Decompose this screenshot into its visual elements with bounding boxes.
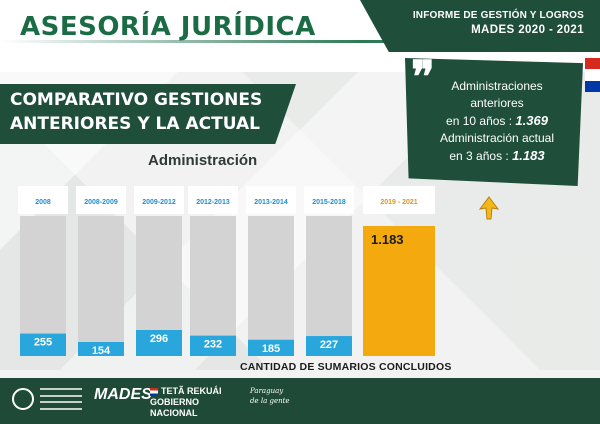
- mades-logo: MADES: [94, 386, 152, 403]
- current-total-value: 1.183: [512, 148, 545, 163]
- bar-value-label: 185: [262, 343, 280, 355]
- category-header-card: [304, 186, 354, 214]
- header-band: [360, 0, 600, 52]
- footer: [0, 378, 600, 424]
- arrow-up-icon: [478, 196, 500, 220]
- callout-line1: Administraciones: [451, 79, 543, 93]
- bar: [78, 342, 124, 356]
- bar-value-label: 154: [92, 345, 111, 357]
- bar-track: [78, 216, 124, 356]
- slogan-line2: de la gente: [250, 397, 290, 405]
- paraguay-flag-icon: [585, 58, 600, 92]
- section-heading-line1: COMPARATIVO GESTIONES: [10, 90, 263, 110]
- category-label: 2015-2018: [312, 199, 346, 206]
- header-stripe: [0, 40, 600, 43]
- bar-value-label: 1.183: [371, 232, 404, 247]
- bar-track: [190, 216, 236, 356]
- flag-mark-icon: [150, 387, 158, 396]
- section-heading-box: [0, 84, 296, 144]
- bar-current: [363, 226, 435, 356]
- bar: [248, 339, 294, 356]
- govt-line1-text: TETÃ REKUÁI: [161, 386, 222, 396]
- bar: [136, 330, 182, 356]
- callout-text: Administraciones anteriores en 10 años :…: [418, 78, 576, 165]
- previous-total-value: 1.369: [515, 113, 548, 128]
- callout-line2: anteriores: [470, 96, 524, 110]
- category-label: 2008: [35, 199, 51, 206]
- category-header-card: [76, 186, 126, 214]
- category-label: 2008-2009: [84, 199, 118, 206]
- slogan-logo: Paraguay de la gente: [250, 386, 306, 410]
- callout-line5: en 3 años : 1.183: [418, 147, 576, 165]
- category-label: 2013-2014: [254, 199, 288, 206]
- ministry-logo-icon: [40, 388, 82, 410]
- administration-label: Administración: [148, 152, 258, 169]
- bar: [306, 336, 352, 356]
- bar-track: [306, 216, 352, 356]
- report-subtitle: INFORME DE GESTIÓN Y LOGROS: [412, 10, 584, 21]
- bar-track: [248, 216, 294, 356]
- chart-x-label: CANTIDAD DE SUMARIOS CONCLUIDOS: [240, 361, 452, 373]
- bar-value-label: 232: [204, 339, 222, 351]
- seal-icon: [12, 388, 34, 410]
- govt-line1: TETÃ REKUÁI: [150, 386, 242, 397]
- category-header-card: [363, 186, 435, 214]
- category-header-card: [188, 186, 238, 214]
- callout-line3: en 10 años : 1.369: [418, 112, 576, 130]
- bar-value-label: 227: [320, 339, 338, 351]
- page-title: ASESORÍA JURÍDICA: [20, 12, 316, 42]
- bar-track: [20, 216, 66, 356]
- category-label: 2019 - 2021: [380, 199, 417, 206]
- summary-callout: [405, 58, 583, 186]
- callout-line4: Administración actual: [439, 131, 555, 145]
- category-header-card: [134, 186, 184, 214]
- government-logo: TETÃ REKUÁI GOBIERNO NACIONAL: [150, 386, 242, 419]
- bar-value-label: 255: [34, 337, 52, 349]
- category-label: 2012-2013: [196, 199, 230, 206]
- callout-line5-prefix: en 3 años :: [449, 149, 513, 163]
- callout-line3-prefix: en 10 años :: [446, 114, 516, 128]
- bar-chart: 2008 255 2008-2009 154 2009-2012 296 2012-2013…: [18, 186, 435, 357]
- bar: [20, 333, 66, 356]
- report-period: MADES 2020 - 2021: [471, 24, 584, 36]
- bar-value-label: 296: [150, 333, 168, 345]
- category-header-card: [18, 186, 68, 214]
- category-header-card: [246, 186, 296, 214]
- bar: [190, 335, 236, 356]
- category-label: 2009-2012: [142, 199, 176, 206]
- section-heading-line2: ANTERIORES Y LA ACTUAL: [10, 114, 260, 134]
- quote-icon: ❞: [411, 52, 435, 103]
- govt-line2: GOBIERNO NACIONAL: [150, 397, 200, 418]
- slogan-line1: Paraguay: [250, 387, 284, 395]
